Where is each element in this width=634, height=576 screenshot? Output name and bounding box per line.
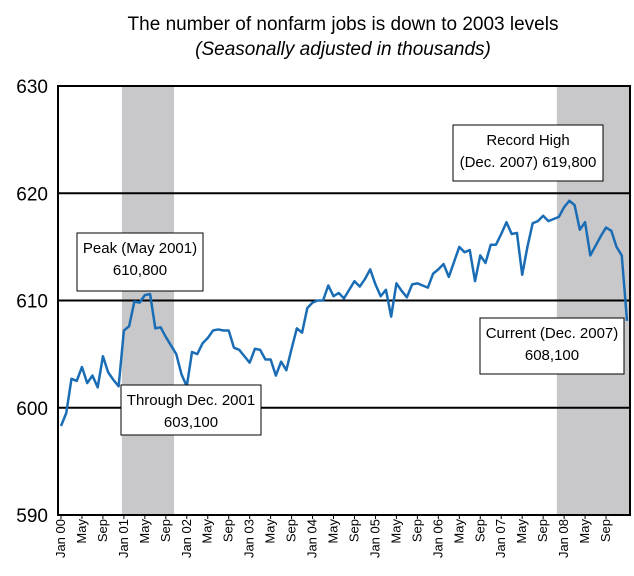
x-tick-label: Sep: [221, 519, 236, 542]
x-tick-label: Sep: [346, 519, 361, 542]
x-tick-label: Sep: [95, 519, 110, 542]
x-tick-label: Jan 07: [493, 519, 508, 558]
x-tick-label: Jan 02: [179, 519, 194, 558]
x-tick-label: Sep: [409, 519, 424, 542]
x-tick-label: Sep: [284, 519, 299, 542]
x-tick-label: Jan 03: [242, 519, 257, 558]
annotation-text: Current (Dec. 2007): [486, 325, 619, 342]
annotation-text: Record High: [486, 132, 569, 149]
y-tick-label: 610: [16, 292, 48, 313]
x-tick-label: Sep: [535, 519, 550, 542]
x-tick-label: Sep: [598, 519, 613, 542]
x-tick-label: Sep: [158, 519, 173, 542]
x-tick-label: May: [326, 519, 341, 544]
annotation-text: 610,800: [113, 262, 167, 279]
annotation-text: Peak (May 2001): [83, 240, 197, 257]
plot-frame: [57, 85, 631, 516]
annotation-box: [452, 124, 604, 182]
x-tick-label: May: [200, 519, 215, 544]
data-line: [59, 199, 629, 427]
annotation-text: (Dec. 2007) 619,800: [460, 154, 597, 171]
x-tick-label: May: [74, 519, 89, 544]
x-tick-label: Jan 01: [116, 519, 131, 558]
x-tick-label: May: [263, 519, 278, 544]
chart-title: The number of nonfarm jobs is down to 20…: [128, 14, 559, 35]
chart-subtitle: (Seasonally adjusted in thousands): [195, 39, 491, 60]
annotation-box: [120, 384, 262, 436]
y-tick-label: 590: [16, 506, 48, 527]
annotation-text: Through Dec. 2001: [127, 392, 255, 409]
x-tick-label: Jan 00: [53, 519, 68, 558]
x-tick-label: Jan 08: [556, 519, 571, 558]
x-tick-label: May: [451, 519, 466, 544]
annotation-box: [76, 232, 204, 292]
x-tick-label: Jan 05: [367, 519, 382, 558]
x-tick-label: May: [514, 519, 529, 544]
x-tick-label: Jan 06: [430, 519, 445, 558]
x-tick-label: May: [388, 519, 403, 544]
x-tick-label: May: [137, 519, 152, 544]
annotation-text: 608,100: [525, 347, 579, 364]
annotation-text: 603,100: [164, 414, 218, 431]
x-tick-label: Jan 04: [305, 519, 320, 558]
y-tick-label: 600: [16, 399, 48, 420]
x-tick-label: May: [577, 519, 592, 544]
y-tick-label: 630: [16, 77, 48, 98]
y-tick-label: 620: [16, 184, 48, 205]
annotation-box: [479, 317, 625, 375]
x-tick-label: Sep: [472, 519, 487, 542]
